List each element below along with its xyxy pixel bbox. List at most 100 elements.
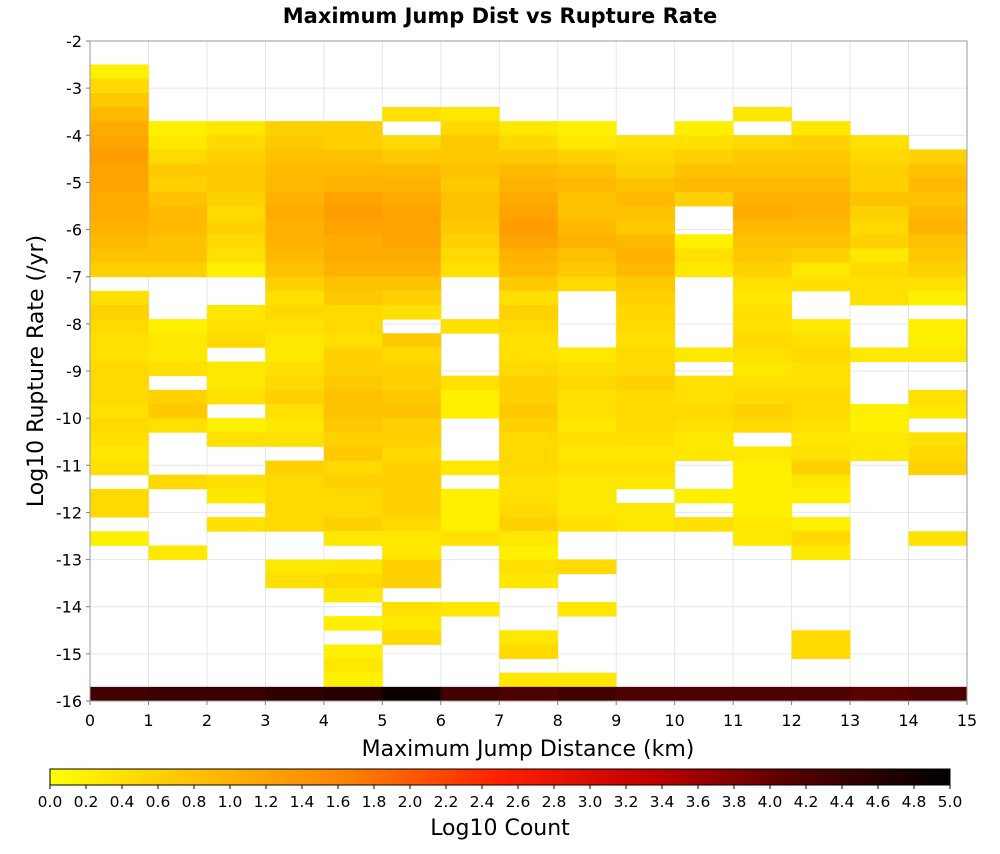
heatmap-cell (382, 276, 442, 292)
heatmap-cell (265, 319, 325, 334)
heatmap-cell (499, 531, 559, 546)
heatmap-cell (90, 347, 149, 362)
heatmap-cell (206, 234, 266, 249)
heatmap-cell (499, 206, 559, 221)
x-tick-label: 15 (957, 711, 977, 730)
heatmap-cell (265, 404, 325, 419)
heatmap-cell (382, 545, 442, 560)
heatmap-cell (382, 559, 442, 575)
heatmap-cell (90, 107, 149, 122)
heatmap-cell (499, 559, 559, 575)
heatmap-cell (148, 389, 208, 405)
heatmap-cell (908, 389, 968, 405)
heatmap-cell (499, 517, 559, 532)
heatmap-cell (265, 248, 325, 263)
heatmap-cell (265, 135, 325, 150)
heatmap-cell (616, 177, 676, 193)
heatmap-cell (616, 361, 676, 377)
heatmap-cell (382, 389, 442, 405)
heatmap-cell (323, 503, 383, 518)
heatmap-cell (90, 460, 149, 476)
heatmap-cell (733, 248, 792, 263)
heatmap-cell (791, 163, 851, 179)
heatmap-cell (850, 404, 909, 419)
heatmap-cell (265, 206, 325, 221)
heatmap-cell (791, 149, 851, 164)
heatmap-cell (382, 206, 442, 221)
heatmap-cell (206, 375, 266, 391)
heatmap-cell (206, 177, 266, 193)
heatmap-cell (908, 248, 968, 263)
heatmap-cell (733, 418, 792, 433)
colorbar-tick-label: 0.6 (146, 793, 171, 811)
heatmap-cell (382, 177, 442, 193)
colorbar-tick-label: 1.4 (290, 793, 315, 811)
heatmap-cell (733, 347, 792, 362)
y-tick-label: -6 (66, 221, 82, 240)
heatmap-cell (850, 418, 909, 433)
heatmap-cell (382, 602, 442, 617)
heatmap-cell (733, 474, 792, 490)
heatmap-cell (265, 177, 325, 193)
heatmap-cell (323, 658, 383, 674)
heatmap-cell (382, 517, 442, 532)
heatmap-cell (557, 149, 617, 164)
x-tick-label: 5 (377, 711, 387, 730)
heatmap-cell (908, 163, 968, 179)
colorbar-tick-label: 0.0 (38, 793, 63, 811)
heatmap-cell (674, 121, 734, 136)
heatmap-cell (323, 276, 383, 292)
heatmap-cell (616, 446, 676, 461)
heatmap-cell (499, 347, 559, 362)
heatmap-cell (440, 389, 500, 405)
colorbar-tick-label: 2.0 (398, 793, 423, 811)
chart-title: Maximum Jump Dist vs Rupture Rate (283, 4, 717, 28)
heatmap-cell (382, 531, 442, 546)
y-tick-label: -13 (56, 551, 82, 570)
heatmap-cell (323, 163, 383, 179)
colorbar-tick-label: 1.0 (218, 793, 243, 811)
heatmap-cell (499, 432, 559, 447)
heatmap-cell (557, 460, 617, 476)
heatmap-cell (850, 290, 909, 306)
heatmap-cell (90, 262, 149, 278)
heatmap-cell (206, 517, 266, 532)
heatmap-cell (148, 262, 208, 278)
heatmap-cell (908, 404, 968, 419)
heatmap-cell (148, 135, 208, 150)
heatmap-cell (382, 107, 442, 122)
heatmap-cell (850, 135, 909, 150)
heatmap-cell (908, 262, 968, 278)
heatmap-cell (616, 404, 676, 419)
x-tick-label: 14 (898, 711, 918, 730)
heatmap-cell (382, 135, 442, 150)
y-ticks: -2 -3 -4 -5 -6 -7 -8 -9 -10 -11 -12 -13 -14 -15 -16 (56, 32, 90, 711)
colorbar-tick-label: 1.6 (326, 793, 351, 811)
heatmap-cell (791, 418, 851, 433)
heatmap-cell (206, 361, 266, 377)
heatmap-cell (382, 262, 442, 278)
heatmap-cell (148, 361, 208, 377)
heatmap-cell (323, 262, 383, 278)
heatmap-cell (265, 375, 325, 391)
heatmap-cell (499, 163, 559, 179)
heatmap-cell (206, 191, 266, 207)
heatmap-cell (440, 163, 500, 179)
heatmap-cell (265, 488, 325, 504)
heatmap-cell (791, 460, 851, 476)
heatmap-cell (791, 206, 851, 221)
heatmap-cell (265, 503, 325, 518)
heatmap-cell (733, 503, 792, 518)
heatmap-cell (850, 686, 909, 701)
colorbar-tick-label: 1.2 (254, 793, 279, 811)
heatmap-cell (616, 191, 676, 207)
heatmap-cell (265, 573, 325, 589)
y-tick-label: -10 (56, 409, 82, 428)
y-tick-label: -3 (66, 79, 82, 98)
heatmap-cell (323, 587, 383, 603)
heatmap-cell (499, 149, 559, 164)
heatmap-cell (148, 347, 208, 362)
heatmap-cell (557, 135, 617, 150)
heatmap-cell (90, 333, 149, 348)
x-tick-label: 7 (494, 711, 504, 730)
